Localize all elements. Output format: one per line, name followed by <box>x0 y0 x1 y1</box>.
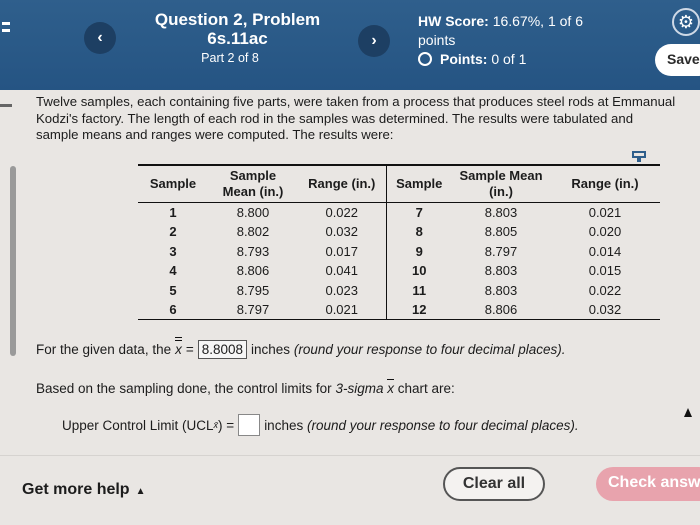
table-cell: 11 <box>385 280 452 300</box>
caret-up-icon: ▲ <box>135 486 146 497</box>
table-header-row: Sample Sample Mean (in.) Range (in.) Sam… <box>138 164 660 203</box>
header-sample-2: Sample <box>385 164 452 203</box>
table-cell: 8.805 <box>484 224 518 240</box>
question-title: Question 2, Problem 6s.11ac <box>154 10 321 48</box>
q1-equals: = <box>185 342 194 357</box>
table-cell: 8.803 <box>484 282 518 298</box>
table-cell: 0.014 <box>588 243 622 259</box>
problem-intro: Twelve samples, each containing five par… <box>36 94 676 142</box>
ucl-label: Upper Control Limit (UCL <box>62 417 214 433</box>
grand-mean-question: For the given data, the x = 8.8008 inche… <box>36 337 566 359</box>
ucl-instruction: (round your response to four decimal pla… <box>306 417 579 433</box>
table-cell: 4 <box>169 263 177 279</box>
table-cell: 8.795 <box>236 282 270 298</box>
table-cell: 10 <box>385 261 452 281</box>
table-cell: 8.806 <box>452 300 550 320</box>
table-cell: 8 <box>385 222 452 242</box>
table-cell: 0.032 <box>550 300 660 320</box>
table-row: 3 8.793 0.017 9 8.797 0.014 <box>138 241 660 261</box>
collapse-handle[interactable] <box>0 104 12 107</box>
table-cell: 9 <box>385 241 452 261</box>
mouse-cursor-icon <box>684 408 692 417</box>
table-cell: 6 <box>138 300 208 320</box>
points: Points: 0 of 1 <box>418 51 526 67</box>
menu-icon[interactable] <box>2 22 14 36</box>
footer-divider <box>0 455 700 456</box>
table-cell: 7 <box>385 202 452 222</box>
table-cell: 5 <box>169 282 177 298</box>
q2-prefix: Based on the sampling done, the control … <box>36 381 332 396</box>
table-row: 5 8.795 0.023 11 8.803 0.022 <box>138 280 660 300</box>
grand-mean-answer[interactable]: 8.8008 <box>197 340 248 359</box>
table-row: 6 8.797 0.021 12 8.806 0.032 <box>138 300 660 320</box>
table-cell: 0.015 <box>588 263 622 279</box>
question-part: Part 2 of 8 <box>201 51 259 65</box>
table-row: 1 8.800 0.022 7 8.803 0.021 <box>138 202 660 222</box>
next-question-button[interactable]: › <box>358 25 390 57</box>
header-mean: Sample Mean (in.) <box>208 164 298 203</box>
table-cell: 8.806 <box>236 263 270 279</box>
header-sample: Sample <box>138 164 208 203</box>
table-cell: 8.803 <box>484 205 518 220</box>
table-cell: 8.797 <box>484 243 518 259</box>
points-value: 0 of 1 <box>491 51 527 67</box>
q2-suffix: chart are: <box>397 381 455 396</box>
q1-prefix: For the given data, the <box>36 342 172 357</box>
table-cell: 0.021 <box>588 205 622 220</box>
control-limits-intro: Based on the sampling done, the control … <box>36 379 455 396</box>
q1-units: inches <box>251 342 291 357</box>
table-cell: 0.032 <box>325 224 359 240</box>
table-cell: 0.023 <box>325 282 359 298</box>
get-help-label: Get more help <box>22 481 130 498</box>
ucl-units: inches <box>264 417 304 433</box>
table-cell: 1 <box>169 205 177 220</box>
x-double-bar-symbol: x <box>175 337 182 357</box>
table-cell: 0.017 <box>325 243 359 259</box>
clear-all-button[interactable]: Clear all <box>443 467 545 501</box>
save-button[interactable]: Save <box>655 44 700 76</box>
table-row: 4 8.806 0.041 10 8.803 0.015 <box>138 261 660 281</box>
ucl-question: Upper Control Limit (UCL x̄) = inches (ro… <box>62 414 579 436</box>
hw-score-value: 16.67%, 1 of 6 points <box>418 13 583 48</box>
scrollbar[interactable] <box>10 166 16 356</box>
check-answer-button[interactable]: Check answer <box>596 467 700 501</box>
hw-score-label: HW Score: <box>418 13 489 29</box>
q1-instruction: (round your response to four decimal pla… <box>293 342 566 357</box>
table-cell: 8.797 <box>208 300 298 320</box>
top-bar: ‹ Question 2, Problem 6s.11ac Part 2 of … <box>0 0 700 90</box>
table-cell: 8.802 <box>236 224 270 240</box>
table-cell: 12 <box>385 300 452 320</box>
table-cell: 0.022 <box>588 282 622 298</box>
ucl-close: ) = <box>218 417 235 433</box>
copy-table-icon[interactable] <box>632 151 646 162</box>
header-mean-2: Sample Mean (in.) <box>452 164 550 203</box>
points-radio-icon <box>418 52 432 66</box>
hw-score: HW Score: 16.67%, 1 of 6 points <box>418 12 618 50</box>
x-bar-symbol: x <box>387 379 394 396</box>
table-cell: 0.022 <box>325 205 359 220</box>
table-cell: 3 <box>169 243 177 259</box>
table-row: 2 8.802 0.032 8 8.805 0.020 <box>138 222 660 242</box>
table-cell: 0.021 <box>298 300 386 320</box>
points-label: Points: <box>440 51 488 67</box>
get-more-help-button[interactable]: Get more help ▲ <box>22 481 145 499</box>
ucl-subscript: x̄ <box>213 420 219 430</box>
header-range: Range (in.) <box>298 164 386 203</box>
data-table: Sample Sample Mean (in.) Range (in.) Sam… <box>138 164 660 320</box>
gear-icon[interactable]: ⚙ <box>672 8 700 36</box>
table-cell: 0.041 <box>325 263 359 279</box>
ucl-input[interactable] <box>238 414 261 436</box>
table-cell: 8.793 <box>236 243 270 259</box>
header-range-2: Range (in.) <box>550 164 660 203</box>
previous-question-button[interactable]: ‹ <box>84 22 116 54</box>
table-cell: 8.803 <box>484 263 518 279</box>
table-cell: 0.020 <box>588 224 622 240</box>
table-cell: 2 <box>169 224 177 240</box>
q2-sigma: 3-sigma <box>335 381 384 396</box>
table-cell: 8.800 <box>236 205 270 220</box>
